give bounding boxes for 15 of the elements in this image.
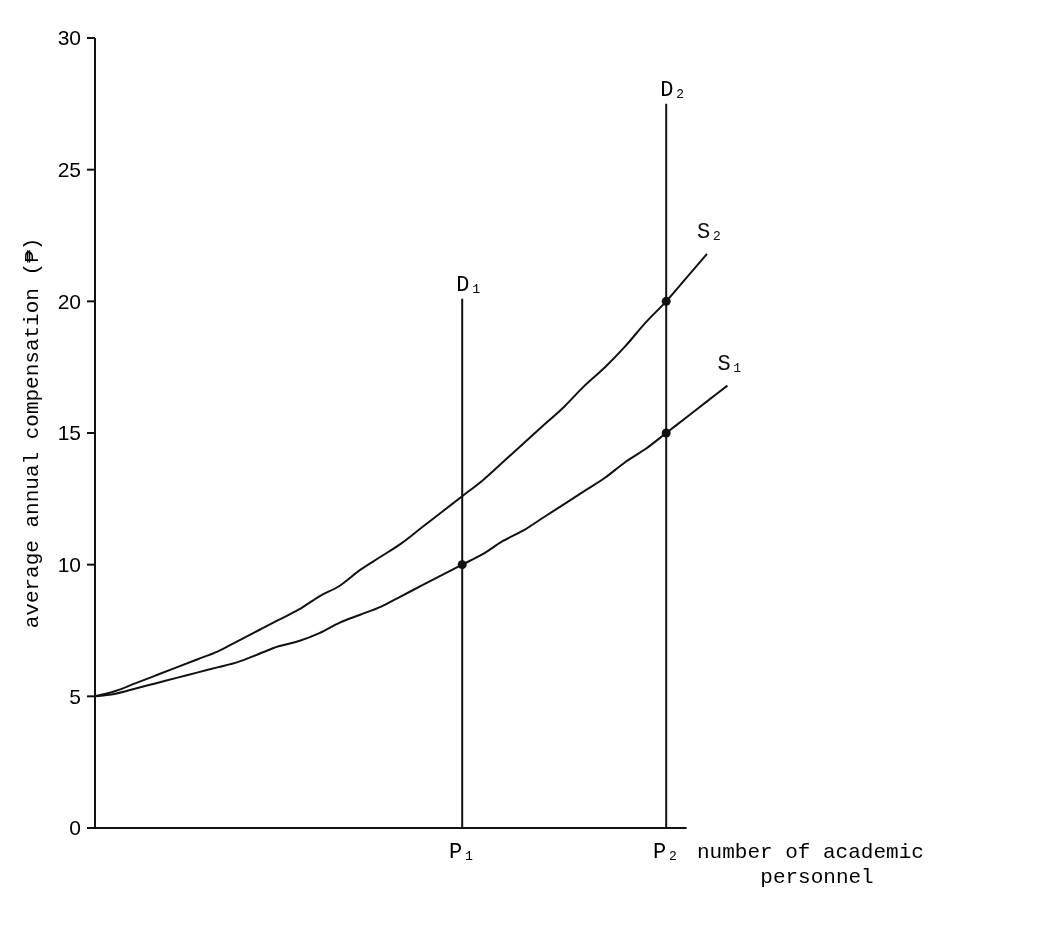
y-tick-label: 5	[69, 684, 81, 708]
y-tick-label: 0	[69, 816, 81, 840]
y-tick-label: 30	[57, 26, 81, 50]
ref-line-label: D₁	[456, 272, 483, 298]
series-label: S₁	[717, 351, 744, 377]
series-label: S₂	[697, 219, 724, 245]
y-tick-label: 10	[57, 553, 81, 577]
x-tick-label: P₁	[449, 840, 476, 865]
y-tick-label: 25	[57, 158, 81, 182]
x-axis-title: number of academic personnel	[697, 841, 924, 890]
x-tick-label: P₂	[653, 840, 680, 865]
y-tick-label: 15	[57, 421, 81, 445]
y-tick-label: 20	[57, 289, 81, 313]
ref-line-label: D₂	[660, 77, 687, 103]
y-axis-title: average annual compensation (₱)	[21, 237, 44, 629]
